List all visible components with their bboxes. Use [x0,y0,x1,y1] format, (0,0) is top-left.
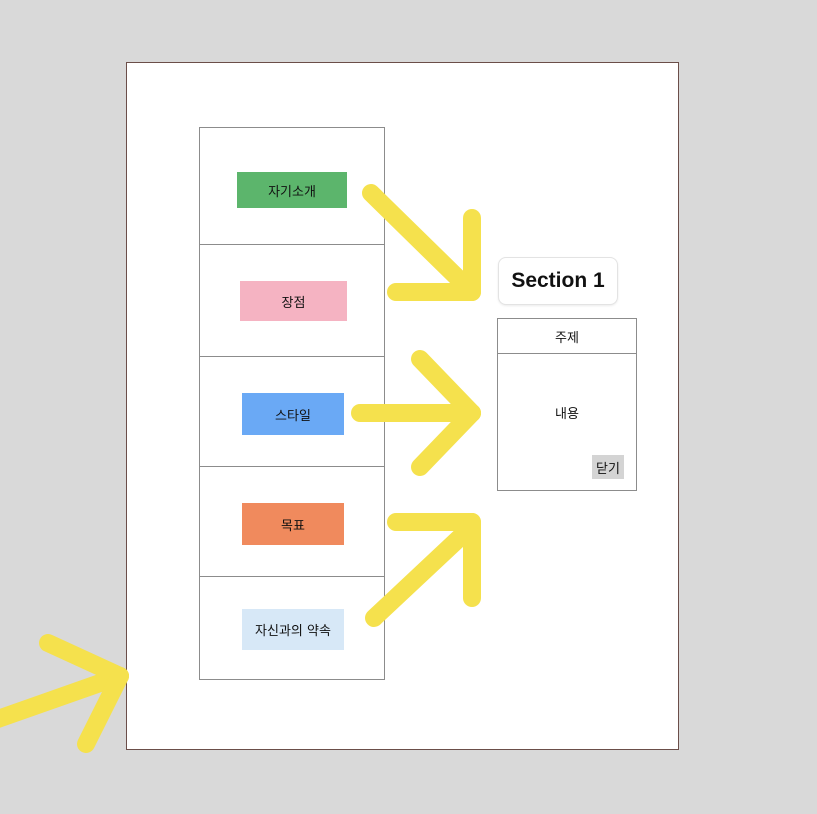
menu-column: 자기소개 장점 스타일 목표 자신과의 약속 [199,127,385,680]
modal-header: 주제 [498,319,636,354]
section-title: Section 1 [498,257,618,305]
menu-cell-intro: 자기소개 [200,128,384,245]
menu-cell-style: 스타일 [200,357,384,467]
menu-button-goal[interactable]: 목표 [242,503,344,545]
menu-cell-promise: 자신과의 약속 [200,577,384,679]
arrow-to-page-icon [0,634,129,753]
menu-button-intro[interactable]: 자기소개 [237,172,347,208]
menu-button-style[interactable]: 스타일 [242,393,344,435]
menu-cell-strength: 장점 [200,245,384,357]
modal-body: 내용 [555,407,579,422]
menu-cell-goal: 목표 [200,467,384,577]
menu-button-promise[interactable]: 자신과의 약속 [242,609,344,650]
close-button[interactable]: 닫기 [592,455,624,479]
menu-button-strength[interactable]: 장점 [240,281,347,321]
modal-box: 주제 내용 닫기 [497,318,637,491]
